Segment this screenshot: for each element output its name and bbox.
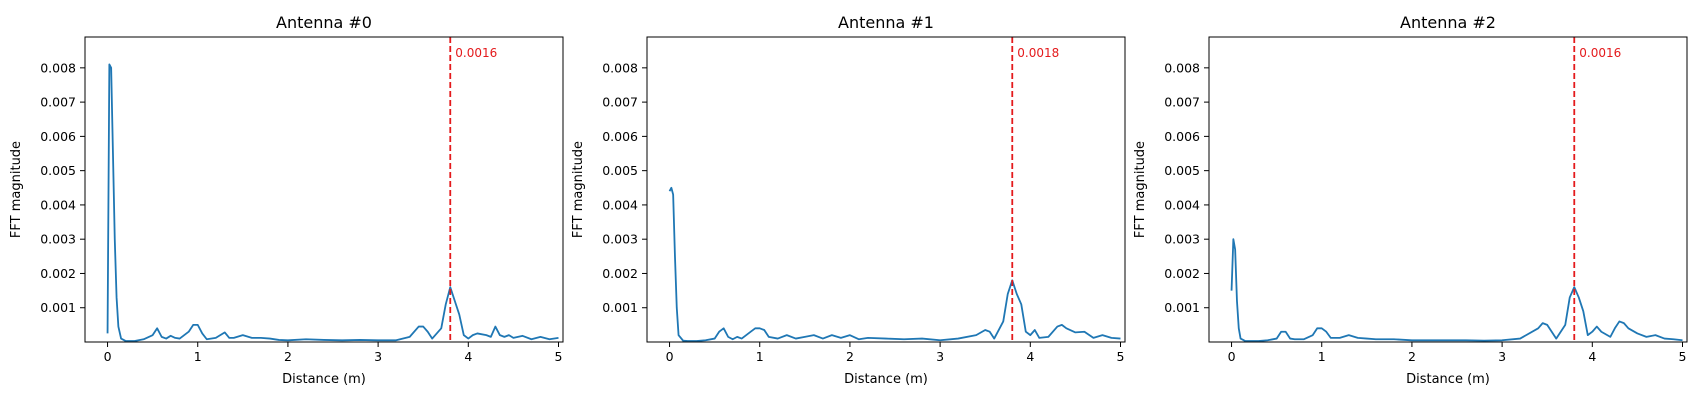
x-tick-label: 4 xyxy=(1588,349,1596,364)
x-tick-label: 5 xyxy=(555,349,563,364)
x-tick-label: 4 xyxy=(464,349,472,364)
x-tick-label: 3 xyxy=(374,349,382,364)
marker-label: 0.0016 xyxy=(1579,46,1621,60)
x-tick-label: 3 xyxy=(1498,349,1506,364)
y-tick-label: 0.005 xyxy=(40,163,76,178)
y-tick-label: 0.003 xyxy=(40,232,76,247)
y-tick-label: 0.002 xyxy=(1164,266,1200,281)
x-tick-label: 2 xyxy=(1408,349,1416,364)
axes-frame xyxy=(84,36,564,343)
y-axis-label: FFT magnitude xyxy=(9,141,24,238)
y-tick-label: 0.005 xyxy=(602,163,638,178)
y-tick-label: 0.007 xyxy=(1164,95,1200,110)
chart-panel-0: Antenna #0 0.0016 0 1 2 3 4 5 0.001 0.002 0.003 0.0… xyxy=(9,13,564,387)
y-tick-label: 0.004 xyxy=(40,197,76,212)
y-tick-label: 0.007 xyxy=(40,95,76,110)
x-axis-label: Distance (m) xyxy=(282,372,366,387)
y-tick-label: 0.003 xyxy=(1164,232,1200,247)
data-line xyxy=(106,63,559,342)
chart-panel-1: Antenna #1 0.0018 0 1 2 3 4 5 0.001 0.002 0.003 0.0… xyxy=(571,13,1126,387)
x-tick-label: 1 xyxy=(194,349,202,364)
y-tick-label: 0.006 xyxy=(40,129,76,144)
y-tick-label: 0.006 xyxy=(602,129,638,144)
x-axis-label: Distance (m) xyxy=(844,372,928,387)
y-tick-label: 0.004 xyxy=(1164,197,1200,212)
y-tick-label: 0.005 xyxy=(1164,163,1200,178)
y-tick-label: 0.001 xyxy=(602,300,638,315)
y-tick-label: 0.008 xyxy=(602,60,638,75)
data-line xyxy=(668,186,1121,342)
chart-title: Antenna #2 xyxy=(1400,13,1496,32)
y-tick-label: 0.004 xyxy=(602,197,638,212)
x-tick-label: 2 xyxy=(284,349,292,364)
axes-frame xyxy=(1208,36,1688,343)
x-tick-label: 3 xyxy=(936,349,944,364)
chart-title: Antenna #1 xyxy=(838,13,934,32)
y-tick-label: 0.001 xyxy=(40,300,76,315)
x-tick-label: 0 xyxy=(666,349,674,364)
y-tick-label: 0.008 xyxy=(1164,60,1200,75)
data-line xyxy=(1230,238,1683,342)
x-tick-label: 0 xyxy=(104,349,112,364)
x-tick-label: 5 xyxy=(1117,349,1125,364)
x-tick-label: 0 xyxy=(1228,349,1236,364)
x-tick-label: 1 xyxy=(756,349,764,364)
x-axis-label: Distance (m) xyxy=(1406,372,1490,387)
x-tick-label: 4 xyxy=(1026,349,1034,364)
y-tick-label: 0.002 xyxy=(40,266,76,281)
y-tick-label: 0.008 xyxy=(40,60,76,75)
x-tick-label: 2 xyxy=(846,349,854,364)
chart-title: Antenna #0 xyxy=(276,13,372,32)
marker-label: 0.0016 xyxy=(455,46,497,60)
y-axis-label: FFT magnitude xyxy=(571,141,586,238)
y-tick-label: 0.007 xyxy=(602,95,638,110)
y-tick-label: 0.002 xyxy=(602,266,638,281)
axes-frame xyxy=(646,36,1126,343)
y-tick-label: 0.001 xyxy=(1164,300,1200,315)
x-tick-label: 1 xyxy=(1318,349,1326,364)
chart-panel-2: Antenna #2 0.0016 0 1 2 3 4 5 0.001 0.002 0.003 0.0… xyxy=(1133,13,1688,387)
y-axis-label: FFT magnitude xyxy=(1133,141,1148,238)
x-tick-label: 5 xyxy=(1679,349,1687,364)
y-tick-label: 0.003 xyxy=(602,232,638,247)
y-tick-label: 0.006 xyxy=(1164,129,1200,144)
marker-label: 0.0018 xyxy=(1017,46,1059,60)
